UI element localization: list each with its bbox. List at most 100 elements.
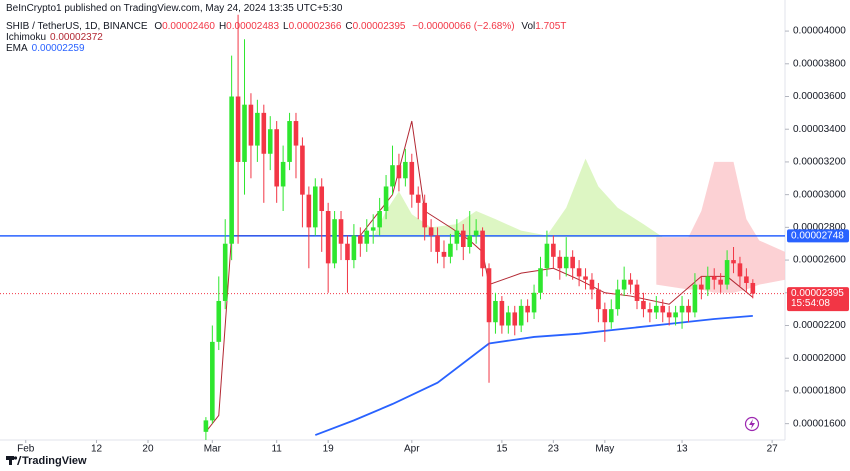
x-tick-label: 11 [271,444,282,455]
candle-body [596,289,601,310]
candle-body [563,256,569,269]
candle-body [634,284,640,301]
candle-body [705,276,711,290]
candle-body [435,235,440,252]
ohlc-key: C [345,21,353,32]
candle-body [448,243,453,257]
x-tick-label: 20 [142,444,154,455]
hline-label: 0.00002748 [791,231,844,242]
candle-body [628,279,633,285]
candle-body [325,211,331,264]
candle-body [280,161,286,187]
candle-body [750,282,756,294]
indicator-name: Ichimoku [6,32,47,43]
y-tick-label: 0.00002600 [793,255,846,266]
ohlc-value: 0.00002483 [226,21,280,32]
symbol-legend: SHIB / TetherUS, 1D, BINANCE O0.00002460… [6,21,566,32]
y-tick-label: 0.00001600 [793,418,846,429]
candle-body [570,256,575,269]
candle-body [370,227,376,231]
alert-icon [744,416,760,432]
x-tick-label: 23 [548,444,560,455]
candle-body [724,260,730,285]
logo-part [13,456,18,460]
y-tick-label: 0.00003200 [793,157,846,168]
candle-body [345,243,350,261]
y-tick-label: 0.00004000 [793,26,846,37]
x-tick-label: May [595,444,614,455]
candle-body [287,121,292,162]
candle-body [358,235,363,244]
candle-body [203,420,209,432]
ohlc-key: H [218,21,227,32]
icon-bolt [749,419,755,429]
candle-body [647,309,653,313]
candle-body [467,235,473,247]
ichimoku-cloud [656,161,785,293]
hline-badge [787,229,849,243]
x-tick-label: 12 [91,444,103,455]
indicator-name: EMA [6,43,28,54]
y-tick-label: 0.00003400 [793,124,846,135]
candle-body [300,145,305,195]
candle-body [583,276,588,280]
indicator-legend: EMA 0.00002259 [6,43,85,54]
candle-body [267,129,273,154]
ohlc-value: 0.00002460 [162,21,215,32]
candle-body [493,300,498,323]
volume: 1.705T [535,21,567,32]
ohlc-value: 0.00002395 [352,21,406,32]
candle-body [403,161,408,179]
candle-body [654,305,659,313]
candle-body [319,186,325,212]
logo-part [9,456,12,465]
candle-body [306,194,312,228]
candle-body [261,112,267,154]
candle-body [615,289,621,310]
price-label: 0.00002395 [791,288,844,299]
candle-body [666,312,672,318]
candle-body [383,186,389,212]
publisher: BeInCrypto1 published on TradingView.com… [6,3,343,14]
candle-body [576,268,582,277]
candle-body [235,96,241,162]
candle-body [486,268,492,323]
candle-body [602,309,608,323]
candle-body [216,300,222,342]
y-tick-label: 0.00003600 [793,91,846,102]
candle-body [390,165,395,187]
candle-body [422,202,427,228]
ohlc-value: 0.00002366 [288,21,342,32]
candle-body [377,211,382,228]
candle-body [551,243,556,257]
candle-body [686,305,691,313]
footer-brand: TradingView [22,455,87,467]
volume-key: Vol [521,21,536,32]
candle-body [506,312,511,326]
y-tick-label: 0.00001800 [793,386,846,397]
candle-body [480,230,485,269]
symbol-title: SHIB / TetherUS, 1D, BINANCE [6,21,148,32]
candle-body [544,243,550,269]
candle-body [222,243,228,301]
candle-body [428,227,434,236]
candle-body [312,186,318,228]
candle-body [699,284,704,290]
candle-body [673,312,678,318]
candle-body [679,305,685,313]
y-tick-label: 0.00002800 [793,222,846,233]
candle-body [338,219,344,244]
footer-logo [6,456,22,465]
logo-part [17,456,22,465]
candle-body [641,300,646,310]
candle-body [242,104,247,162]
candle-body [248,104,254,146]
candle-body [557,256,563,269]
candle-body [351,235,357,261]
indicator-value: 0.00002259 [31,43,85,54]
icon-circle [744,416,760,432]
y-tick-label: 0.00003000 [793,189,846,200]
candle-body [692,284,698,313]
